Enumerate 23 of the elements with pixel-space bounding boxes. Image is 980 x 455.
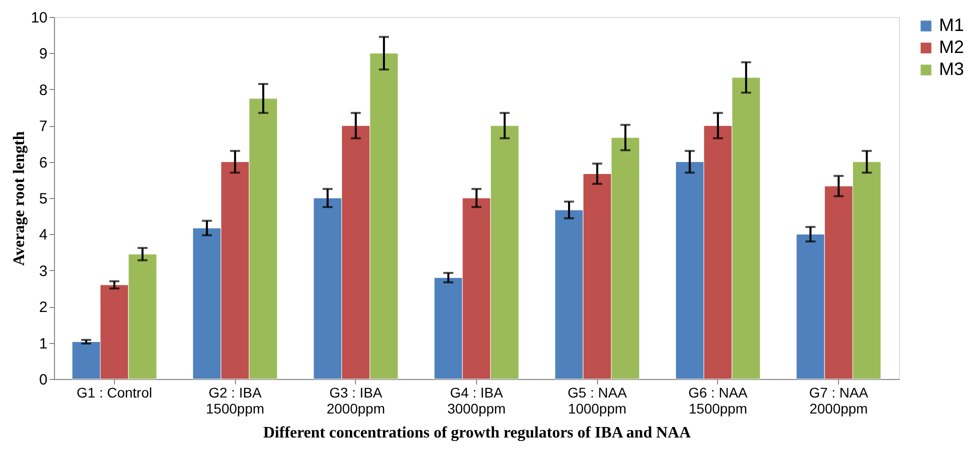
y-tick-label: 7 [39, 118, 48, 136]
y-tick-label: 8 [39, 82, 48, 99]
x-tick-label: G2 : IBA 1500ppm [206, 384, 264, 416]
y-tick-label: 10 [30, 10, 48, 26]
x-tick-label: G1 : Control [76, 384, 152, 400]
x-tick-label: G3 : IBA 2000ppm [326, 384, 385, 416]
y-tick-label: 9 [39, 46, 48, 63]
x-tick-label: G6 : NAA 1500ppm [688, 384, 748, 416]
legend-label: M3 [939, 59, 964, 79]
y-tick-label: 2 [39, 299, 48, 316]
x-tick-label: G7 : NAA 2000ppm [809, 384, 869, 416]
x-axis-title: Different concentrations of growth regulators of IBA and NAA [263, 424, 692, 442]
legend-label: M1 [939, 15, 964, 35]
x-tick-label: G4 : IBA 3000ppm [447, 384, 506, 416]
y-tick-label: 5 [39, 190, 48, 208]
y-tick-label: 1 [39, 335, 48, 352]
y-tick-label: 4 [39, 226, 48, 244]
legend-label: M2 [939, 37, 964, 57]
y-axis-title: Average root length [10, 131, 28, 266]
y-tick-label: 0 [39, 372, 48, 388]
x-tick-label: G5 : NAA 1000ppm [568, 384, 628, 416]
y-tick-label: 6 [39, 154, 48, 172]
y-tick-label: 3 [39, 262, 48, 280]
